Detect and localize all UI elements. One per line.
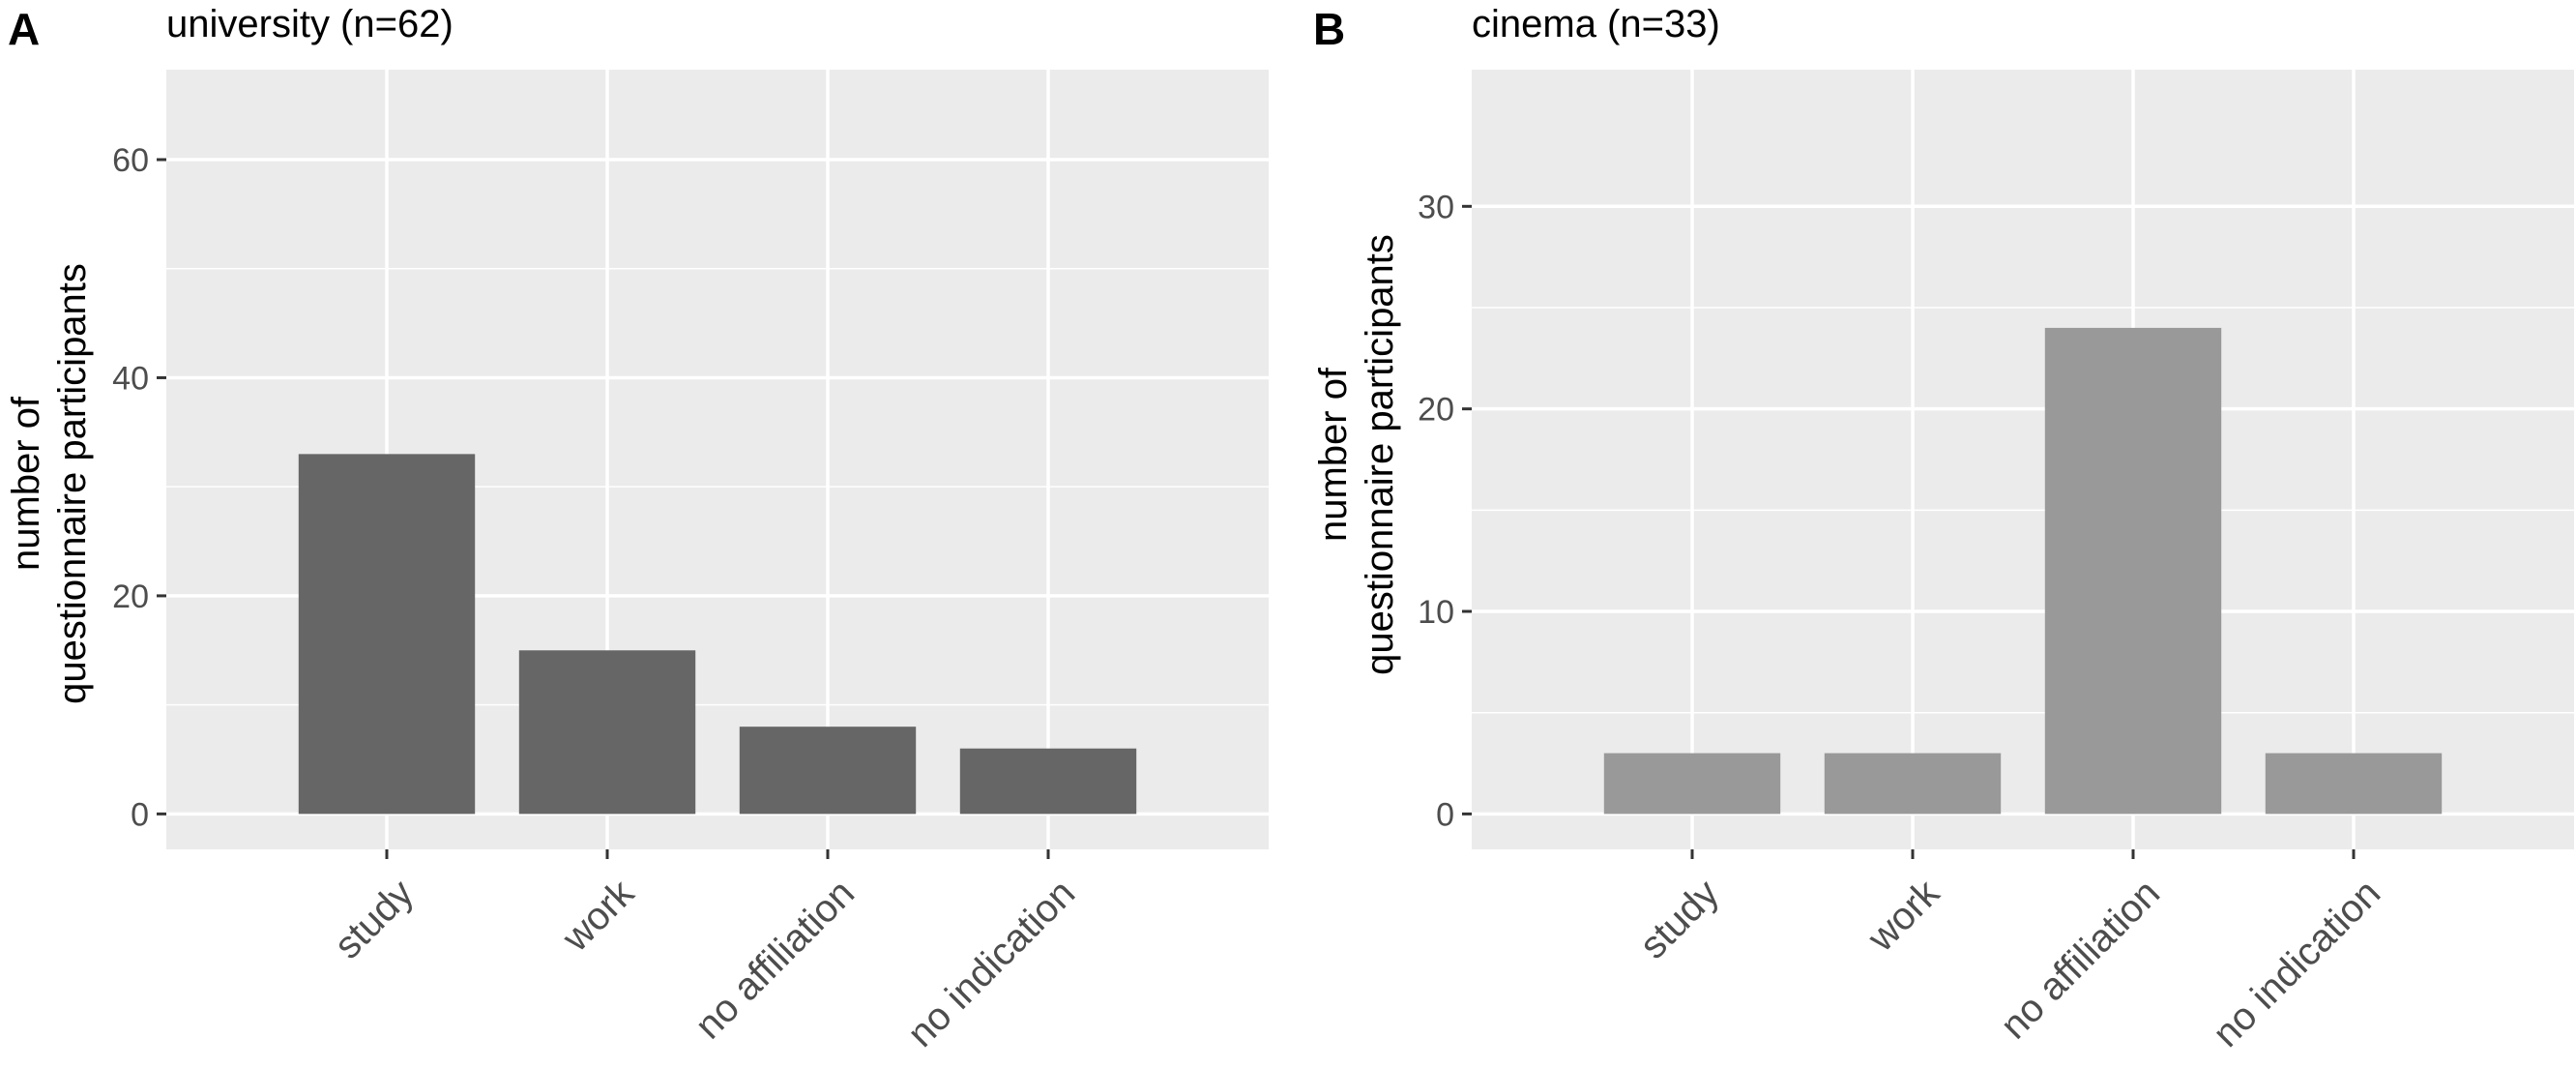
panel-b-y-tick-label: 0 [1436, 796, 1454, 833]
panel-b-bar-work [1824, 753, 2002, 815]
panel-b-plot: 0 10 20 30 study work no affiliation no indicat… [1418, 70, 2574, 1055]
panel-b-y-tick-label: 30 [1418, 189, 1454, 225]
panel-b-bar-no-affiliation [2044, 327, 2222, 815]
panel-a-bar-no-affiliation [739, 727, 917, 815]
panel-b-x-tick-label: no indication [2205, 872, 2388, 1055]
panel-a-y-axis-title-line-1: number of [5, 396, 47, 571]
panel-a: A university (n=62) number of questionna… [5, 3, 1269, 1055]
panel-a-y-tick-label: 60 [112, 142, 149, 179]
panel-a-x-tick-label: study [326, 872, 422, 967]
panel-a-x-tick-label: no affiliation [688, 872, 864, 1048]
panel-a-title: university (n=62) [166, 3, 454, 45]
panel-b-plot-background [1472, 70, 2574, 849]
panel-b-x-tick-label: work [1859, 871, 1948, 960]
panel-a-y-tick-label: 20 [112, 578, 149, 615]
panel-b-bar-no-indication [2265, 753, 2443, 815]
panel-a-letter: A [8, 4, 40, 54]
panel-a-y-tick-label: 40 [112, 360, 149, 397]
panel-a-bar-study [298, 454, 476, 815]
panel-b-letter: B [1313, 4, 1345, 54]
panel-b-bar-study [1603, 753, 1781, 815]
panel-a-y-tick-label: 0 [131, 796, 149, 833]
panel-b-x-tick-label: no affiliation [1993, 872, 2169, 1048]
panel-b-y-axis-title-line-1: number of [1312, 367, 1355, 542]
panel-b-y-axis-title-line-2: questionnaire participants [1359, 234, 1401, 675]
panel-a-plot: 0 20 40 60 study work no affiliation no indicat… [112, 70, 1269, 1055]
panel-b-y-tick-label: 20 [1418, 392, 1454, 429]
panel-b: B cinema (n=33) number of questionnaire … [1312, 3, 2574, 1055]
panel-a-x-tick-label: no indication [899, 872, 1083, 1055]
panel-a-x-tick-label: work [554, 871, 643, 960]
panel-a-bar-work [518, 650, 696, 815]
panel-b-x-tick-label: study [1631, 872, 1727, 967]
panel-a-bar-no-indication [959, 748, 1137, 815]
panel-b-title: cinema (n=33) [1472, 3, 1720, 45]
panel-a-y-axis-title-line-2: questionnaire participants [51, 263, 94, 704]
panel-b-y-tick-label: 10 [1418, 594, 1454, 631]
